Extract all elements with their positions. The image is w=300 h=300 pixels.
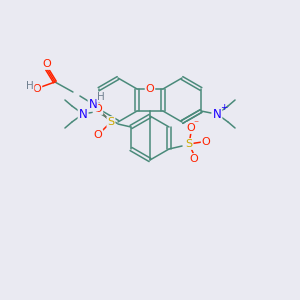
Text: N: N [213, 107, 221, 121]
Text: S: S [107, 117, 115, 127]
Text: O: O [43, 59, 51, 69]
Text: ⁻: ⁻ [194, 119, 199, 129]
Text: H: H [97, 92, 105, 102]
Text: O: O [202, 137, 210, 147]
Text: +: + [220, 103, 228, 112]
Text: H: H [26, 81, 34, 91]
Text: N: N [88, 98, 97, 110]
Text: O: O [187, 123, 195, 133]
Text: O: O [190, 154, 198, 164]
Text: S: S [185, 139, 193, 149]
Text: O: O [94, 104, 102, 114]
Text: O: O [146, 84, 154, 94]
Text: O: O [33, 84, 41, 94]
Text: O: O [94, 130, 102, 140]
Text: N: N [79, 107, 87, 121]
